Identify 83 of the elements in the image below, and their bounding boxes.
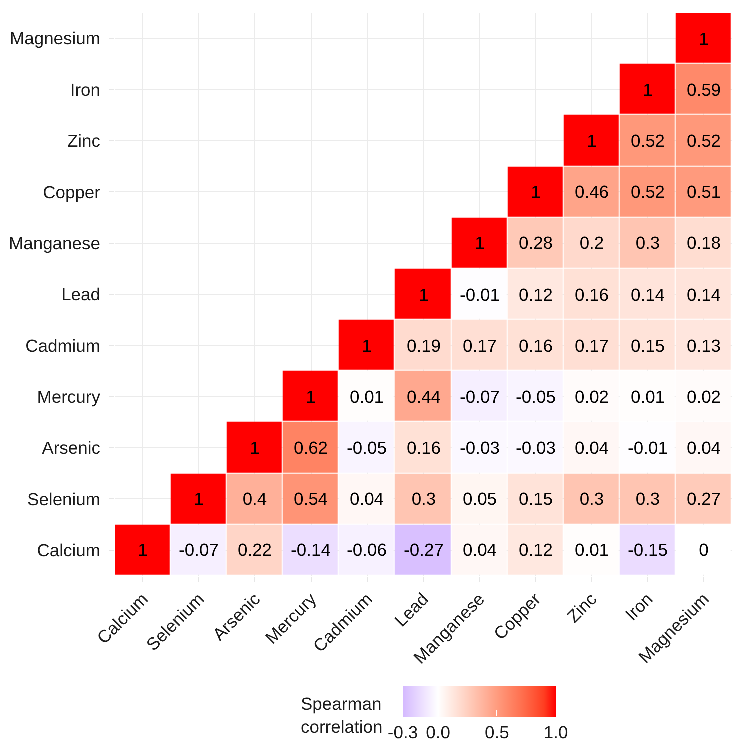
data-label: -0.07	[179, 540, 219, 560]
data-label: 0.13	[686, 336, 722, 356]
data-label: 0.28	[518, 233, 554, 254]
data-label: -0.03	[460, 438, 500, 458]
data-label: 0.62	[294, 438, 328, 458]
color-bar-label: -0.3	[388, 722, 418, 742]
data-label: 1	[419, 285, 429, 306]
data-label: 0.01	[350, 387, 384, 408]
data-label: -0.07	[460, 387, 500, 408]
data-label: 0	[699, 540, 710, 560]
data-label: 0.59	[686, 80, 722, 100]
data-label: 1	[250, 438, 260, 458]
y-tick-label: Mercury	[37, 386, 101, 407]
data-label: 0.02	[574, 387, 610, 408]
data-label: 0.52	[630, 182, 666, 202]
data-label: 0.17	[462, 336, 498, 356]
x-tick-label: Zinc	[563, 588, 601, 627]
data-label: 1	[362, 336, 372, 356]
data-label: 0.15	[630, 336, 666, 356]
y-tick-label: Calcium	[37, 540, 100, 561]
data-label: 1	[475, 233, 485, 254]
data-label: 1	[587, 131, 597, 152]
data-label: 0.04	[686, 438, 722, 458]
data-label: 0.44	[406, 387, 442, 408]
data-label: 0.16	[518, 336, 554, 356]
data-label: 0.04	[350, 489, 384, 510]
y-tick-label: Cadmium	[26, 336, 100, 356]
data-label: 0.54	[294, 489, 328, 510]
data-label: 0.04	[574, 438, 610, 458]
data-label: 0.27	[686, 489, 722, 510]
data-label: 1	[699, 29, 709, 50]
data-label: 0.17	[574, 336, 610, 356]
data-label: -0.03	[516, 438, 556, 458]
data-label: 0.4	[242, 489, 268, 510]
data-label: 0.2	[580, 233, 604, 254]
data-label: 0.14	[630, 285, 666, 306]
data-label: 0.22	[238, 540, 272, 560]
data-label: 0.02	[686, 387, 722, 408]
data-label: 0.16	[574, 285, 610, 306]
data-label: 1	[643, 80, 653, 100]
data-label: 0.52	[686, 131, 722, 152]
data-label: 0.12	[518, 285, 554, 306]
data-label: 1	[194, 489, 204, 510]
data-label: 0.46	[574, 182, 610, 202]
data-label: 0.19	[406, 336, 442, 356]
data-label: -0.14	[291, 540, 332, 560]
data-label: 0.51	[686, 182, 722, 202]
y-tick-label: Iron	[70, 80, 100, 100]
color-bar-label: 0.0	[426, 722, 451, 742]
y-tick-label: Selenium	[28, 489, 100, 510]
y-tick-label: Lead	[62, 284, 100, 305]
data-label: -0.15	[628, 540, 668, 560]
data-label: 0.18	[686, 233, 722, 254]
data-label: 0.16	[406, 438, 442, 458]
y-tick-label: Manganese	[9, 233, 100, 254]
data-label: -0.27	[404, 540, 444, 560]
data-label: 0.15	[518, 489, 554, 510]
data-label: 0.04	[462, 540, 498, 560]
y-tick-label: Zinc	[67, 131, 101, 152]
data-label: 0.3	[580, 489, 604, 510]
color-bar-label: 0.5	[484, 722, 510, 742]
data-label: 0.3	[636, 489, 660, 510]
data-label: 0.01	[574, 540, 610, 560]
data-label: 1	[306, 387, 316, 408]
data-label: 0.01	[630, 387, 666, 408]
data-label: 0.12	[518, 540, 554, 560]
data-label: -0.05	[516, 387, 556, 408]
data-label: -0.01	[460, 285, 500, 306]
data-label: 0.3	[636, 233, 660, 254]
data-label: 0.52	[630, 131, 666, 152]
data-label: -0.06	[347, 540, 387, 560]
data-label: 1	[138, 540, 148, 560]
data-label: 1	[531, 182, 541, 202]
data-label: -0.01	[628, 438, 668, 458]
y-tick-label: Copper	[43, 182, 101, 202]
y-tick-label: Arsenic	[42, 438, 101, 458]
y-tick-label: Magnesium	[10, 28, 100, 49]
color-bar-title: Spearman correlation	[301, 694, 383, 737]
color-bar-label: 1.0	[544, 722, 568, 742]
data-label: 0.05	[462, 489, 498, 510]
data-label: 0.3	[412, 489, 436, 510]
data-label: 0.14	[686, 285, 722, 306]
data-label: -0.05	[347, 438, 387, 458]
